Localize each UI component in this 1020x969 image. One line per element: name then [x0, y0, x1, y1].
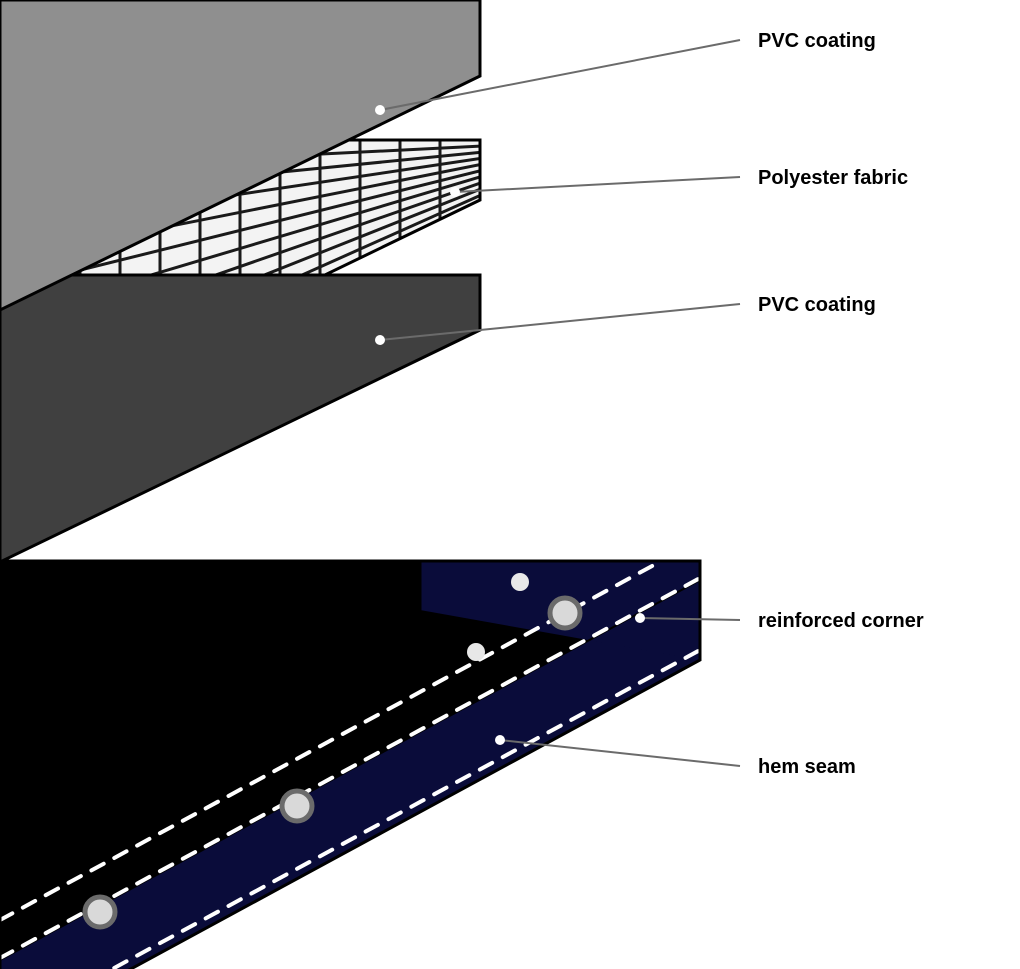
tarp-assembly: [0, 540, 700, 969]
pvc-top-label: PVC coating: [758, 30, 876, 52]
layer-diagram: PVC coating Polyester fabric PVC coating re…: [0, 0, 1020, 969]
reinforced-corner-dot: [635, 613, 645, 623]
pvc-bottom-label: PVC coating: [758, 294, 876, 316]
polyester-label: Polyester fabric: [758, 167, 908, 189]
polyester-dot: [450, 187, 460, 197]
hem-seam-dot: [495, 735, 505, 745]
polyester-leader: [455, 177, 740, 192]
pvc-coating-bottom-layer: [0, 275, 480, 562]
pvc-bottom-dot: [375, 335, 385, 345]
hem-seam-leader: [500, 740, 740, 766]
reinforced-corner-label: reinforced corner: [758, 610, 924, 632]
pvc-top-dot: [375, 105, 385, 115]
hem-seam-label: hem seam: [758, 756, 856, 778]
